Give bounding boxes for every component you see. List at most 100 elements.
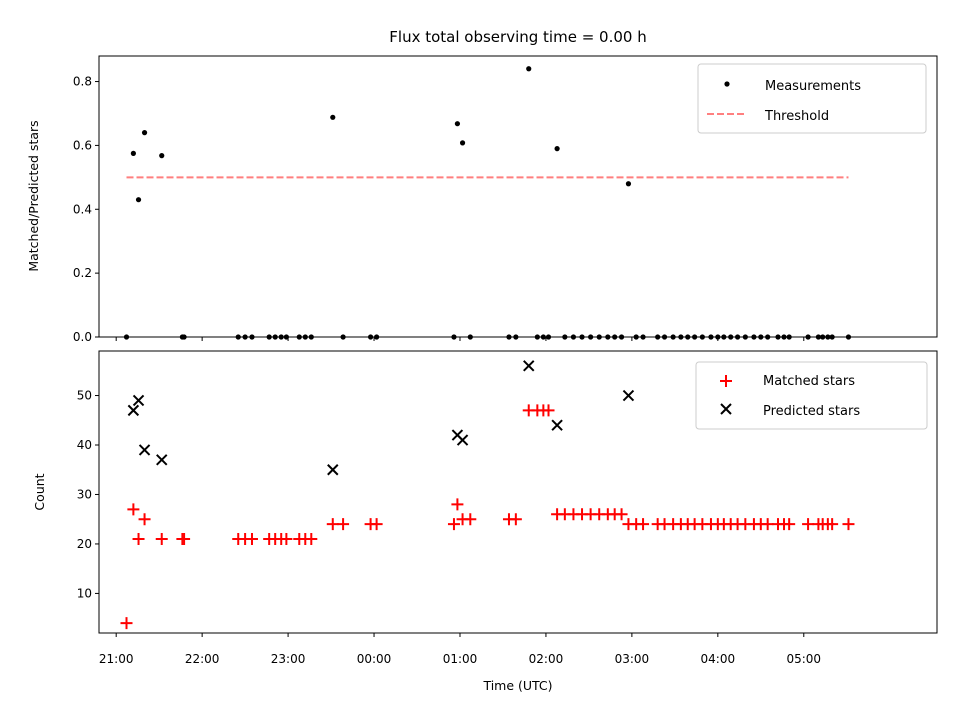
measurement-point (820, 334, 826, 340)
measurement-point (135, 197, 142, 203)
measurement-point (340, 334, 346, 340)
matched-stars-point (826, 518, 839, 531)
measurement-point (141, 130, 148, 136)
matched-stars-point (637, 518, 650, 531)
measurement-point (266, 334, 272, 340)
measurement-point (454, 121, 461, 127)
measurement-point (685, 334, 691, 340)
y-tick-label: 0.8 (73, 75, 92, 89)
matched-stars-point (132, 533, 145, 545)
matched-stars-point (509, 513, 522, 526)
measurement-point (633, 334, 639, 340)
measurement-point (123, 334, 130, 340)
measurement-point (181, 334, 187, 340)
measurement-point (588, 334, 594, 340)
measurement-point (249, 334, 255, 340)
predicted-stars-point (327, 464, 339, 476)
measurement-point (451, 334, 457, 340)
measurement-point (781, 334, 787, 340)
y-tick-label: 0.6 (73, 138, 92, 152)
measurements-legend-box (697, 63, 927, 134)
predicted-legend-marker (720, 403, 732, 415)
legend-matched-stars: Matched stars (763, 374, 855, 389)
measurement-point (159, 153, 165, 159)
measurement-point (296, 334, 302, 340)
matched-stars-point (245, 533, 258, 545)
counts-legend: Matched stars Predicted stars (695, 361, 928, 430)
x-tick-label: 01:00 (443, 652, 478, 666)
predicted-stars-point (551, 419, 563, 431)
measurement-point (805, 334, 811, 340)
counts-plot-frame (98, 350, 938, 634)
legend-predicted-stars: Predicted stars (763, 404, 860, 419)
measurements-panel: 0.00.20.40.60.8 Matched/Predicted stars … (26, 55, 938, 344)
matched-stars-point (337, 518, 350, 531)
measurement-point (540, 334, 546, 340)
measurement-point (655, 334, 661, 340)
x-tick-label: 04:00 (701, 652, 736, 666)
matched-stars-point (542, 404, 555, 417)
y-tick-label: 20 (77, 537, 92, 551)
x-axis-label: Time (UTC) (482, 678, 552, 693)
measurement-point (308, 334, 314, 340)
y-tick-label: 50 (77, 389, 92, 403)
predicted-stars-point (622, 389, 635, 402)
counts-y-axis-label: Count (32, 473, 47, 510)
measurement-point (526, 66, 532, 72)
legend-measurements: Measurements (765, 79, 861, 94)
matched-stars-point (305, 533, 318, 545)
measurement-point (734, 334, 741, 340)
measurement-point (506, 334, 512, 340)
measurement-point (235, 334, 241, 340)
measurement-point (513, 334, 519, 340)
measurement-point (554, 146, 560, 152)
measurement-point (825, 334, 831, 340)
measurement-point (845, 334, 852, 340)
measurement-point (459, 140, 466, 146)
matched-stars-point (447, 518, 460, 531)
measurements-legend-marker (724, 81, 730, 87)
matched-stars-point (370, 518, 383, 531)
measurement-point (302, 334, 308, 340)
chart-title: Flux total observing time = 0.00 h (389, 28, 646, 46)
matched-stars-point (615, 508, 628, 521)
y-tick-label: 40 (77, 438, 92, 452)
measurement-point (708, 334, 714, 340)
measurement-point (330, 114, 336, 120)
measurement-point (570, 334, 577, 340)
measurement-point (640, 334, 646, 340)
measurement-point (367, 334, 374, 340)
measurement-point (829, 334, 835, 340)
measurement-point (786, 334, 792, 340)
measurement-point (467, 334, 473, 340)
measurement-point (612, 334, 618, 340)
measurement-point (775, 334, 781, 340)
measurement-point (618, 334, 625, 340)
measurement-point (815, 334, 821, 340)
predicted-stars-point (138, 444, 151, 456)
measurement-point (678, 334, 684, 340)
x-tick-label: 02:00 (529, 652, 564, 666)
measurement-point (562, 334, 568, 340)
predicted-stars-point (132, 394, 145, 407)
measurement-point (374, 334, 380, 340)
matched-stars-point (761, 518, 774, 531)
measurement-point (670, 334, 676, 340)
predicted-stars-point (523, 360, 535, 372)
measurement-point (242, 334, 248, 340)
y-tick-label: 30 (77, 487, 92, 501)
measurement-point (579, 334, 585, 340)
y-tick-label: 0.0 (73, 330, 92, 344)
counts-panel: 10 20 30 40 50 21:00 22:00 23:00 00:00 01:00 02:00… (32, 350, 938, 693)
measurement-point (692, 334, 698, 340)
measurement-point (596, 334, 602, 340)
predicted-stars-point (156, 454, 168, 466)
matched-stars-point (464, 513, 477, 526)
measurement-point (751, 334, 757, 340)
x-tick-label: 21:00 (99, 652, 134, 666)
predicted-stars-point (127, 404, 140, 417)
measurement-point (758, 334, 764, 340)
x-tick-label: 00:00 (357, 652, 392, 666)
measurements-y-axis-label: Matched/Predicted stars (26, 120, 41, 271)
measurement-point (728, 334, 734, 340)
